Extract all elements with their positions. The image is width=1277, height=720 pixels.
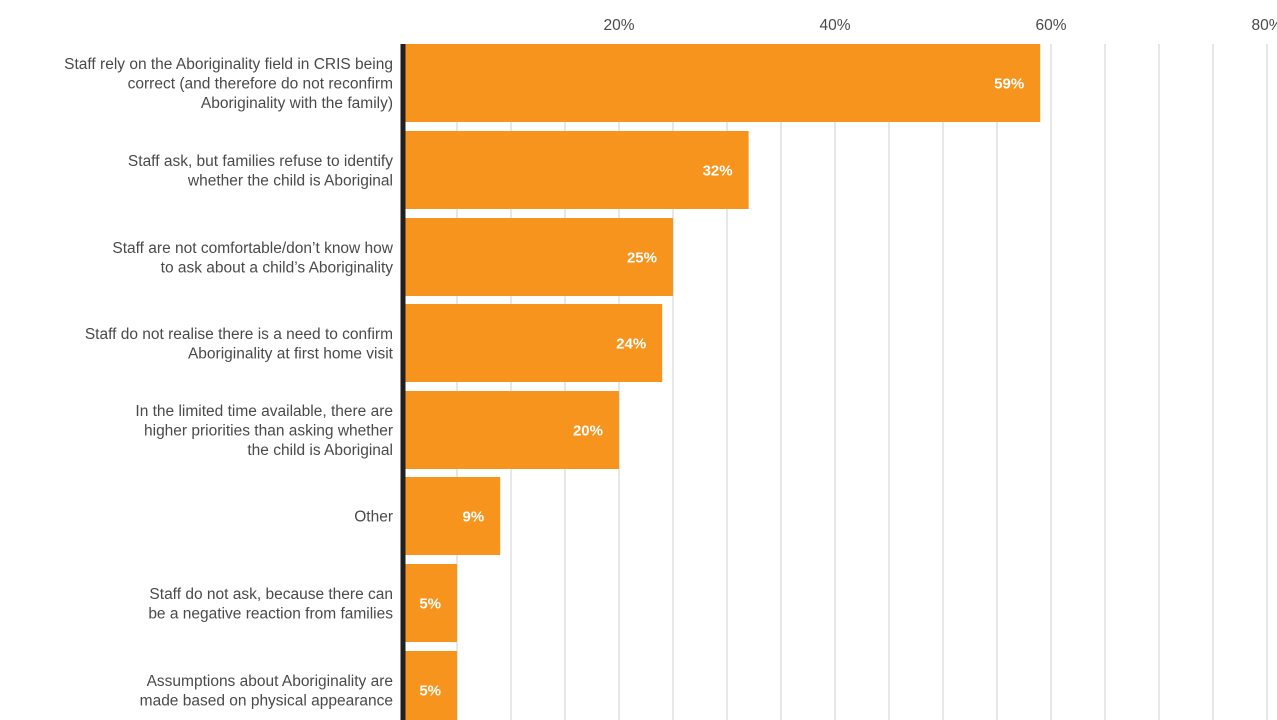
- category-label-line: Staff do not ask, because there can: [149, 586, 393, 603]
- bar: [403, 391, 619, 469]
- category-label-line: Assumptions about Aboriginality are: [147, 673, 393, 690]
- category-label-line: In the limited time available, there are: [135, 403, 393, 420]
- bars: [403, 44, 1041, 720]
- data-label: 59%: [994, 76, 1024, 93]
- bar: [403, 477, 501, 555]
- category-label-line: Aboriginality with the family): [201, 95, 393, 112]
- category-label-line: the child is Aboriginal: [247, 442, 393, 459]
- category-label-line: correct (and therefore do not reconfirm: [128, 76, 393, 93]
- bar: [403, 131, 749, 209]
- category-label: Staff are not comfortable/don’t know how…: [112, 240, 393, 277]
- category-label-line: be a negative reaction from families: [148, 605, 393, 622]
- category-label: Staff ask, but families refuse to identi…: [128, 153, 393, 190]
- x-tick-label: 20%: [603, 17, 634, 34]
- x-tick-label: 40%: [819, 17, 850, 34]
- category-label-line: to ask about a child’s Aboriginality: [161, 259, 394, 276]
- category-label-line: Aboriginality at first home visit: [188, 345, 394, 362]
- data-label: 25%: [627, 250, 657, 267]
- category-label-line: made based on physical appearance: [140, 692, 393, 709]
- category-label-line: higher priorities than asking whether: [144, 423, 393, 440]
- bar: [403, 44, 1041, 122]
- category-label-line: Staff are not comfortable/don’t know how: [112, 240, 393, 257]
- category-label: Staff do not ask, because there can be a …: [148, 586, 393, 623]
- data-label: 24%: [616, 336, 646, 353]
- data-label: 20%: [573, 423, 603, 440]
- category-label-line: Staff ask, but families refuse to identi…: [128, 153, 393, 170]
- x-axis-ticks: 20% 40% 60% 80%: [603, 17, 1277, 34]
- category-labels: Staff rely on the Aboriginality field in…: [64, 56, 394, 709]
- bar: [403, 304, 663, 382]
- data-labels: 59% 32% 25% 24% 20% 9% 5% 5%: [419, 76, 1024, 700]
- category-label: Staff rely on the Aboriginality field in…: [64, 56, 393, 112]
- x-tick-label: 60%: [1035, 17, 1066, 34]
- bar: [403, 218, 673, 296]
- category-label-line: Staff do not realise there is a need to …: [85, 326, 393, 343]
- category-label: In the limited time available, there are…: [135, 403, 393, 459]
- category-label: Other: [354, 509, 393, 526]
- category-label-line: whether the child is Aboriginal: [187, 172, 393, 189]
- category-label: Assumptions about Aboriginality are made …: [140, 673, 393, 710]
- data-label: 5%: [419, 596, 441, 613]
- data-label: 32%: [703, 163, 733, 180]
- category-label-line: Other: [354, 509, 393, 526]
- bar: [403, 651, 457, 720]
- category-label-line: Staff rely on the Aboriginality field in…: [64, 56, 393, 73]
- category-label: Staff do not realise there is a need to …: [85, 326, 394, 363]
- data-label: 5%: [419, 683, 441, 700]
- bar: [403, 564, 457, 642]
- data-label: 9%: [463, 509, 485, 526]
- x-tick-label: 80%: [1251, 17, 1277, 34]
